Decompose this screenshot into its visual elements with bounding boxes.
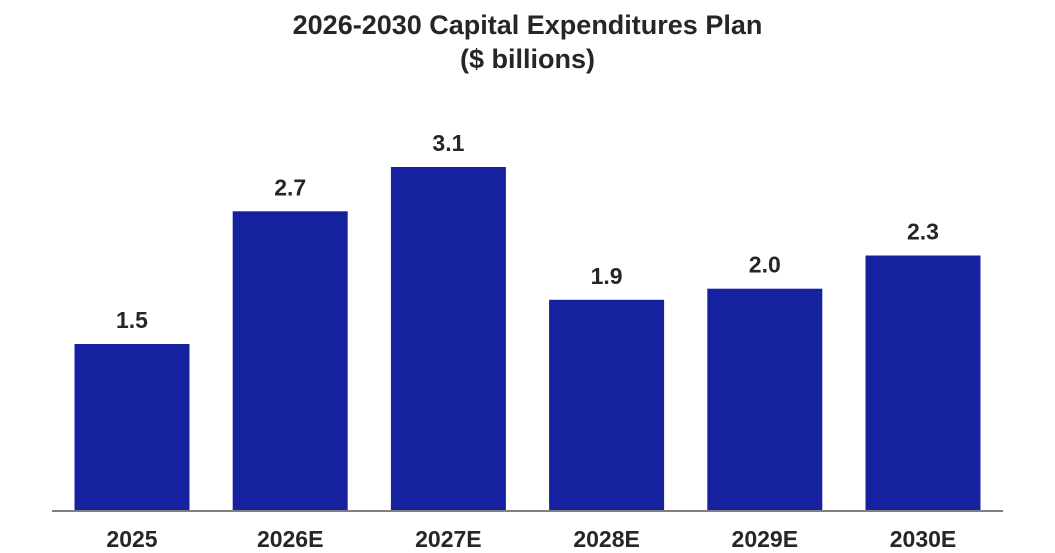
x-tick-label-2028E: 2028E <box>573 526 640 552</box>
data-label-2028E: 1.9 <box>591 263 623 289</box>
bar-2029E <box>707 288 823 510</box>
x-tick-label-2027E: 2027E <box>415 526 482 552</box>
chart-title-block: 2026-2030 Capital Expenditures Plan ($ b… <box>0 8 1055 76</box>
x-tick-label-2029E: 2029E <box>732 526 799 552</box>
data-label-2025: 1.5 <box>116 307 148 333</box>
chart-title: 2026-2030 Capital Expenditures Plan <box>292 10 763 40</box>
data-label-2027E: 3.1 <box>432 130 464 156</box>
bar-2025 <box>74 344 190 510</box>
bar-2026E <box>232 211 348 511</box>
category-labels-group: 2025 2026E 2027E 2028E 2029E 2030E <box>106 526 956 552</box>
chart-subtitle: ($ billions) <box>460 44 595 74</box>
bar-2028E <box>549 299 665 510</box>
data-label-2029E: 2.0 <box>749 252 781 278</box>
bar-2030E <box>865 255 981 510</box>
bars-group <box>74 167 981 511</box>
value-labels-group: 1.5 2.7 3.1 1.9 2.0 2.3 <box>116 130 939 333</box>
bar-2027E <box>390 167 506 510</box>
data-label-2030E: 2.3 <box>907 219 939 245</box>
x-tick-label-2025: 2025 <box>106 526 157 552</box>
x-tick-label-2030E: 2030E <box>890 526 957 552</box>
data-label-2026E: 2.7 <box>274 174 306 200</box>
x-tick-label-2026E: 2026E <box>257 526 324 552</box>
